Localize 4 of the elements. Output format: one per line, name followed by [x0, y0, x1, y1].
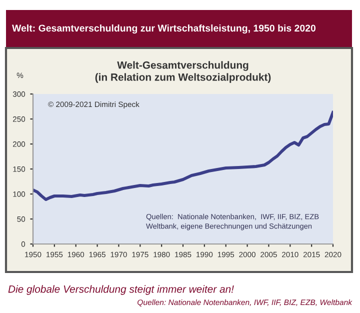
line-series: [33, 110, 333, 202]
chart-title: Welt: Gesamtverschuldung zur Wirtschaftsleistung, 1950 bis 2020: [12, 24, 316, 34]
chart-subtitle: Welt-Gesamtverschuldung (in Relation zum Weltsozialprodukt): [95, 61, 271, 83]
text: Die globale Verschuldung steigt immer weiter an!: [8, 285, 234, 295]
